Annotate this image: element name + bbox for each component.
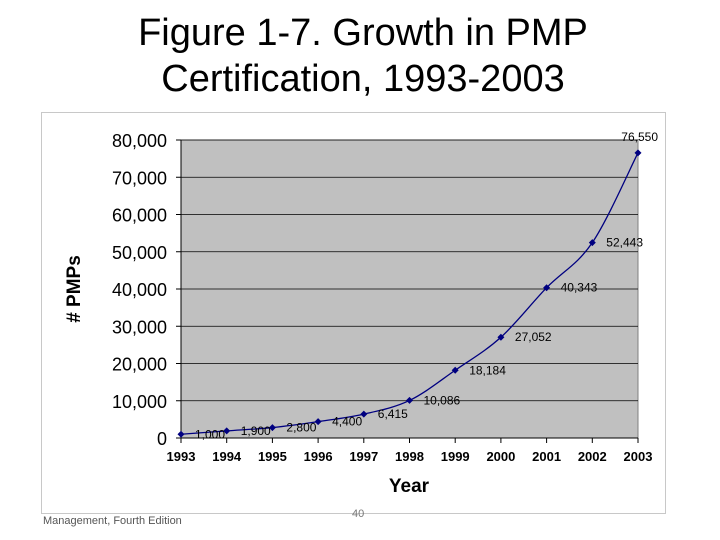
series-line-0 [180, 152, 639, 435]
footer-text: Management, Fourth Edition [43, 515, 182, 527]
x-tick-label-2: 1995 [258, 449, 287, 464]
data-point-1998 [406, 396, 413, 404]
slide-title: Figure 1-7. Growth in PMP Certification,… [0, 10, 720, 102]
data-label-1998: 10,086 [424, 393, 461, 407]
slide-title-line-1: Figure 1-7. Growth in PMP [138, 12, 588, 54]
y-axis-title: # PMPs [64, 255, 85, 323]
data-point-1996 [314, 418, 322, 426]
y-tick-label-6: 60,000 [112, 206, 167, 226]
y-tick-label-1: 10,000 [112, 392, 167, 412]
y-tick-label-0: 0 [157, 429, 167, 449]
data-label-1994: 1,900 [241, 424, 271, 438]
data-point-1993 [177, 430, 185, 438]
data-point-1999 [451, 366, 459, 374]
x-tick-label-7: 2000 [486, 449, 515, 464]
x-tick-label-9: 2002 [578, 449, 607, 464]
y-tick-label-4: 40,000 [112, 280, 167, 300]
data-point-2002 [588, 239, 596, 247]
x-axis-title: Year [389, 476, 430, 497]
data-point-2000 [497, 333, 505, 341]
data-point-2001 [543, 284, 551, 292]
slide-title-line-2: Certification, 1993-2003 [161, 58, 565, 100]
x-tick-label-5: 1998 [395, 449, 424, 464]
data-label-2003: 76,550 [621, 130, 658, 144]
page-number: 40 [352, 508, 365, 520]
x-tick-label-0: 1993 [167, 449, 196, 464]
data-label-1999: 18,184 [469, 363, 506, 377]
x-tick-label-4: 1997 [349, 449, 378, 464]
data-label-1996: 4,400 [332, 415, 362, 429]
data-label-1995: 2,800 [286, 421, 316, 435]
x-tick-label-8: 2001 [532, 449, 561, 464]
data-label-1993: 1,000 [195, 427, 225, 441]
x-tick-label-10: 2003 [624, 449, 653, 464]
y-tick-label-8: 80,000 [112, 131, 167, 151]
data-point-2003 [634, 149, 642, 157]
data-point-1995 [268, 424, 276, 432]
y-tick-label-7: 70,000 [112, 168, 167, 188]
data-point-1994 [223, 427, 231, 435]
data-label-1997: 6,415 [378, 407, 408, 421]
y-tick-label-3: 30,000 [112, 317, 167, 337]
y-tick-label-2: 20,000 [112, 355, 167, 375]
data-point-1997 [360, 410, 368, 418]
x-tick-label-3: 1996 [304, 449, 333, 464]
x-tick-label-6: 1999 [441, 449, 470, 464]
y-tick-label-5: 50,000 [112, 243, 167, 263]
x-tick-label-1: 1994 [212, 449, 242, 464]
data-label-2001: 40,343 [561, 281, 598, 295]
data-label-2002: 52,443 [606, 236, 643, 250]
data-label-2000: 27,052 [515, 330, 552, 344]
